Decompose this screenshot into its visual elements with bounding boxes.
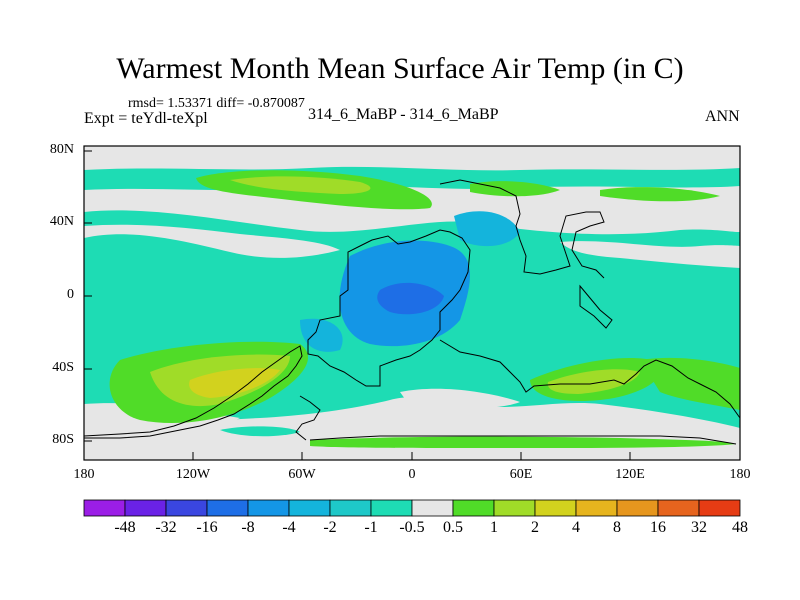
colorbar-label: 1 [490,519,498,536]
coastline-outlines [83,179,741,445]
colorbar-label: 16 [650,519,666,536]
season-label: ANN [705,108,740,125]
colorbar-label: 8 [613,519,621,536]
colorbar-label: 0.5 [443,519,463,536]
colorbar-swatch [493,499,536,517]
rmsd-diff-stats: rmsd= 1.53371 diff= -0.870087 [128,96,305,111]
colorbar-swatch [534,499,577,517]
colorbar-label: -48 [114,519,136,536]
lat-tick-label: 80N [49,142,74,157]
colorbar-swatch [370,499,413,517]
colorbar-swatch [165,499,208,517]
colorbar-swatch [616,499,659,517]
colorbar-label: 32 [691,519,707,536]
lon-tick-label: 180 [73,467,95,482]
lon-tick-label: 120W [175,467,211,482]
lat-tick-label: 0 [67,287,74,302]
colorbar-swatch [247,499,290,517]
colorbar-swatch [575,499,618,517]
lon-tick-label: 0 [408,467,416,482]
colorbar-label: 2 [531,519,539,536]
lat-tick-label: 40S [52,360,74,375]
colorbar-swatch [452,499,495,517]
colorbar-label: -2 [323,519,337,536]
lon-tick-label: 180 [729,467,751,482]
colorbar-swatch [698,499,741,517]
axis-ticks [84,150,631,460]
colorbar-swatch [288,499,331,517]
colorbar [83,499,741,517]
colorbar-label: 48 [732,519,748,536]
colorbar-swatch [411,499,454,517]
lat-tick-label: 80S [52,432,74,447]
colorbar-label: -32 [155,519,177,536]
lon-tick-label: 120E [615,467,645,482]
colorbar-label: -4 [282,519,296,536]
lon-tick-label: 60E [509,467,533,482]
antarctic-warm-strip [310,436,736,448]
map-panel [83,145,741,461]
colorbar-swatch [206,499,249,517]
colorbar-swatch [83,499,126,517]
colorbar-label: -1 [364,519,378,536]
colorbar-label: -16 [196,519,218,536]
colorbar-label: -0.5 [399,519,425,536]
experiment-label: Expt = teYdl-teXpl [84,110,208,127]
colorbar-label: 4 [572,519,580,536]
lat-tick-label: 40N [49,214,74,229]
colorbar-swatch [329,499,372,517]
map-title: Warmest Month Mean Surface Air Temp (in … [116,52,684,85]
colorbar-swatch [124,499,167,517]
comparison-label: 314_6_MaBP - 314_6_MaBP [308,106,499,123]
lon-tick-label: 60W [288,467,316,482]
colorbar-swatch [657,499,700,517]
colorbar-label: -8 [241,519,255,536]
